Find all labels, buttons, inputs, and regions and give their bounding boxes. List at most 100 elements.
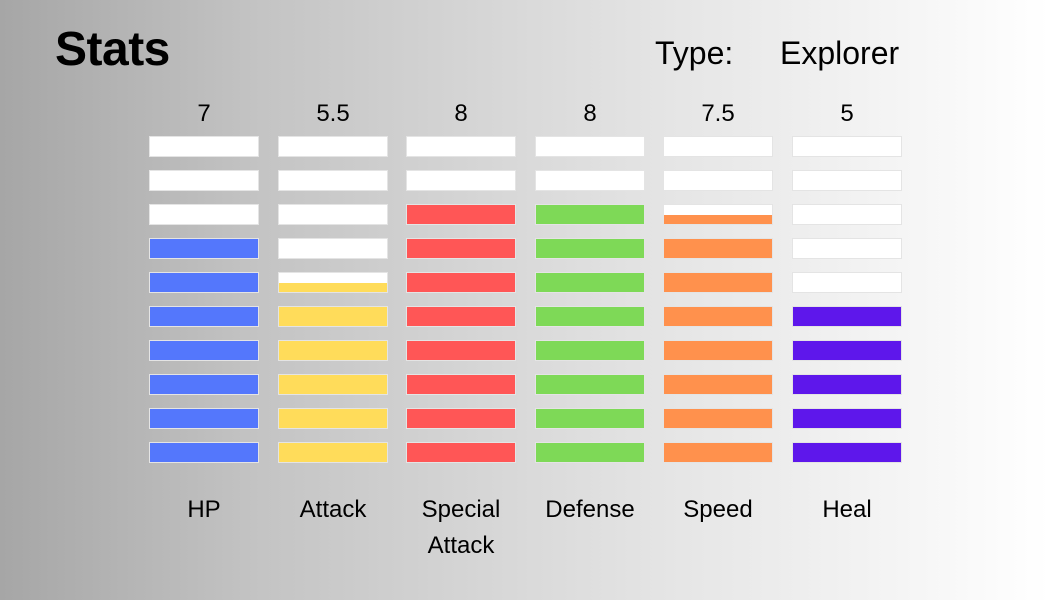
stat-segment (406, 442, 516, 463)
stat-segment-fill (664, 375, 772, 394)
stat-segment (792, 170, 902, 191)
stat-value-heal: 5 (840, 100, 854, 127)
stat-segment (149, 442, 259, 463)
stat-segment (149, 408, 259, 429)
stat-column-special-attack: 8 Special Attack (406, 0, 516, 600)
stat-segment (535, 136, 645, 157)
stat-segment-fill (536, 375, 644, 394)
stat-segment (406, 204, 516, 225)
stat-segment (278, 136, 388, 157)
stat-label-special-attack: Special Attack (396, 492, 526, 564)
stat-segment-fill (407, 375, 515, 394)
stat-segment-fill (664, 409, 772, 428)
stat-segment-fill (150, 375, 258, 394)
stat-segment (406, 340, 516, 361)
stat-segment (406, 306, 516, 327)
stat-column-attack: 5.5 Attack (278, 0, 388, 600)
stat-segment (149, 170, 259, 191)
stat-label-speed: Speed (653, 492, 783, 528)
stat-segment-fill (536, 307, 644, 326)
stat-segment-fill (664, 307, 772, 326)
stat-segment (663, 204, 773, 225)
stat-segment (535, 306, 645, 327)
stat-segment (792, 408, 902, 429)
stat-segment (663, 408, 773, 429)
stat-segment (278, 238, 388, 259)
stat-segment (406, 170, 516, 191)
type-value: Explorer (780, 35, 900, 71)
stat-segment (792, 306, 902, 327)
stat-segment-fill (150, 273, 258, 292)
stat-segment-fill (279, 409, 387, 428)
stat-segment-fill (407, 273, 515, 292)
stat-segment (663, 238, 773, 259)
stat-label-heal: Heal (782, 492, 912, 528)
stat-segment-fill (793, 341, 901, 360)
stat-segment (278, 442, 388, 463)
stat-segment-fill (407, 443, 515, 462)
stat-segment-fill (536, 239, 644, 258)
stat-segment (663, 340, 773, 361)
stat-segment (278, 204, 388, 225)
stat-segment-fill (279, 375, 387, 394)
stat-segment-fill (536, 409, 644, 428)
stat-column-speed: 7.5 Speed (663, 0, 773, 600)
stat-segment (535, 340, 645, 361)
stat-label-line: Attack (299, 496, 367, 523)
stat-label-line: Speed (683, 496, 753, 523)
stat-value-defense: 8 (583, 100, 597, 127)
stat-segment-fill (407, 307, 515, 326)
stat-segment (535, 374, 645, 395)
stat-segment (278, 306, 388, 327)
stat-segment (278, 340, 388, 361)
stat-segment-fill (279, 282, 387, 292)
stat-segment-fill (536, 273, 644, 292)
stat-segment-fill (664, 273, 772, 292)
stat-segment (535, 442, 645, 463)
stat-value-special-attack: 8 (454, 100, 468, 127)
stat-column-heal: 5 Heal (792, 0, 902, 600)
stat-segment (149, 374, 259, 395)
stat-segment-fill (279, 443, 387, 462)
stat-segment-fill (150, 409, 258, 428)
stat-segment-fill (407, 239, 515, 258)
stat-segment (406, 374, 516, 395)
stat-segment-fill (150, 341, 258, 360)
stat-segment (149, 238, 259, 259)
stat-label-line: HP (187, 496, 221, 523)
stat-segment (663, 306, 773, 327)
stat-segment-fill (150, 239, 258, 258)
stat-segment-fill (536, 205, 644, 224)
stat-label-line: Heal (822, 496, 872, 523)
stat-segment-fill (664, 443, 772, 462)
stat-segment (535, 238, 645, 259)
stat-segment (792, 136, 902, 157)
stat-segment-fill (150, 307, 258, 326)
stat-segment-fill (536, 341, 644, 360)
stat-segment (663, 442, 773, 463)
stat-segment-fill (279, 307, 387, 326)
stat-segment (663, 136, 773, 157)
stat-value-hp: 7 (197, 100, 211, 127)
stat-segment (149, 306, 259, 327)
stat-segment (149, 136, 259, 157)
stat-segment (792, 442, 902, 463)
stat-column-defense: 8 Defense (535, 0, 645, 600)
stat-label-line: Defense (545, 496, 635, 523)
stat-label-hp: HP (139, 492, 269, 528)
stat-segment (792, 272, 902, 293)
stat-segment-fill (407, 341, 515, 360)
stat-segment-fill (793, 375, 901, 394)
stat-segment (406, 238, 516, 259)
stat-segment (535, 170, 645, 191)
stat-label-line: Attack (427, 532, 495, 559)
stat-segment (792, 204, 902, 225)
stat-segment (535, 272, 645, 293)
stat-segment (149, 272, 259, 293)
stat-segment (663, 374, 773, 395)
stat-segment (663, 272, 773, 293)
stat-segment (278, 170, 388, 191)
stat-segment-fill (793, 307, 901, 326)
stat-segment-fill (664, 341, 772, 360)
stat-segment-fill (793, 443, 901, 462)
